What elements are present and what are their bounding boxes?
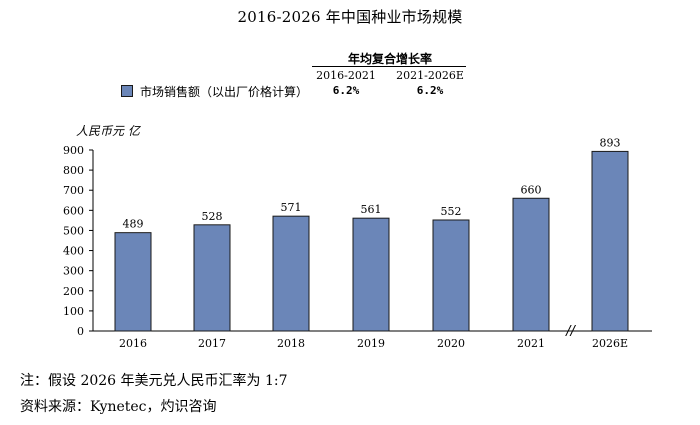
x-tick-label: 2017 (198, 337, 226, 350)
bar (512, 197, 550, 332)
bar-value-label: 489 (123, 218, 144, 231)
cagr-header: 年均复合增长率 (347, 52, 432, 66)
bar-value-label: 528 (202, 210, 223, 223)
x-tick-label: 2026E (592, 337, 628, 350)
chart-title: 2016-2026 年中国种业市场规模 (237, 8, 463, 26)
x-tick-label: 2020 (437, 337, 465, 350)
cagr-period-2: 2021-2026E (396, 69, 464, 82)
y-tick-label: 100 (63, 305, 84, 318)
y-tick-label: 200 (63, 285, 84, 298)
y-tick-label: 600 (63, 204, 84, 217)
bar (272, 215, 310, 332)
bar (193, 224, 231, 332)
y-tick-label: 800 (63, 164, 84, 177)
x-tick-label: 2021 (517, 337, 545, 350)
bar-value-label: 552 (441, 205, 462, 218)
cagr-header-underline (312, 66, 466, 67)
x-tick-label: 2016 (119, 337, 147, 350)
y-axis-unit-label: 人民币元 亿 (76, 124, 140, 138)
source-note: 资料来源：Kynetec，灼识咨询 (20, 399, 217, 415)
cagr-value-1: 6.2% (332, 84, 360, 97)
y-tick-label: 400 (63, 245, 84, 258)
bar (114, 232, 152, 332)
x-tick-label: 2018 (277, 337, 305, 350)
footnote: 注：假设 2026 年美元兑人民币汇率为 1:7 (20, 373, 288, 389)
x-tick-label: 2019 (357, 337, 385, 350)
legend-label: 市场销售额（以出厂价格计算） (140, 85, 309, 99)
bar-value-label: 571 (281, 201, 302, 214)
bar (591, 150, 629, 332)
bar (352, 217, 390, 332)
y-tick-label: 500 (63, 224, 84, 237)
bar-value-label: 893 (600, 136, 621, 149)
bar (432, 219, 470, 332)
axis-break-marker: // (565, 324, 576, 339)
bar-value-label: 561 (361, 203, 382, 216)
y-tick-label: 0 (77, 325, 84, 338)
cagr-value-2: 6.2% (416, 84, 444, 97)
bar-value-label: 660 (521, 183, 542, 196)
y-tick-label: 300 (63, 265, 84, 278)
y-tick-label: 900 (63, 144, 84, 157)
cagr-period-1: 2016-2021 (316, 69, 376, 82)
legend-swatch (121, 85, 133, 97)
y-tick-label: 700 (63, 184, 84, 197)
